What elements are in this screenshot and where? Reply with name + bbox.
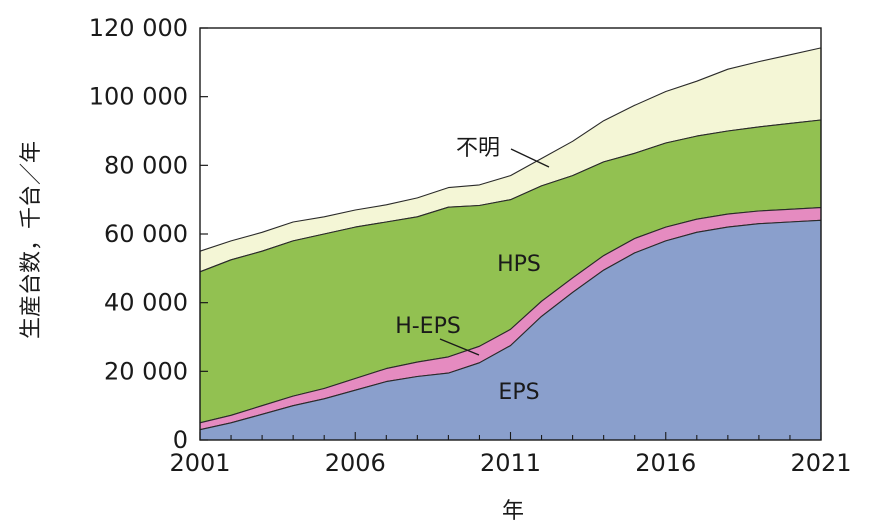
y-tick-label: 100 000 bbox=[89, 83, 188, 111]
series-label-HPS: HPS bbox=[497, 252, 541, 277]
leader-line-unknown bbox=[510, 148, 550, 168]
y-axis-ticks: 0 20 000 40 000 60 000 80 000 100 000 120 000 bbox=[89, 14, 208, 454]
series-labels: EPS H-EPS HPS 不明 bbox=[395, 136, 541, 405]
y-axis-title: 生産台数，千台／年 bbox=[19, 141, 44, 339]
x-tick-label: 2006 bbox=[325, 449, 386, 477]
y-tick-label: 60 000 bbox=[104, 220, 188, 248]
x-tick-label: 2001 bbox=[169, 449, 230, 477]
y-tick-label: 40 000 bbox=[104, 289, 188, 317]
series-label-H-EPS: H-EPS bbox=[395, 314, 461, 339]
x-tick-label: 2021 bbox=[790, 449, 851, 477]
leader-lines bbox=[439, 148, 550, 356]
leader-line-h-eps bbox=[439, 338, 480, 356]
x-tick-label: 2016 bbox=[635, 449, 696, 477]
y-tick-label: 120 000 bbox=[89, 14, 188, 42]
x-axis-ticks: 2001 2006 2011 2016 2021 bbox=[169, 432, 852, 477]
series-label-EPS: EPS bbox=[498, 380, 539, 405]
x-axis-title: 年 bbox=[502, 499, 524, 524]
y-tick-label: 20 000 bbox=[104, 357, 188, 385]
series-label-不明: 不明 bbox=[456, 136, 500, 161]
y-tick-label: 80 000 bbox=[104, 151, 188, 179]
y-tick-label: 0 bbox=[173, 426, 188, 454]
x-tick-label: 2011 bbox=[480, 449, 541, 477]
